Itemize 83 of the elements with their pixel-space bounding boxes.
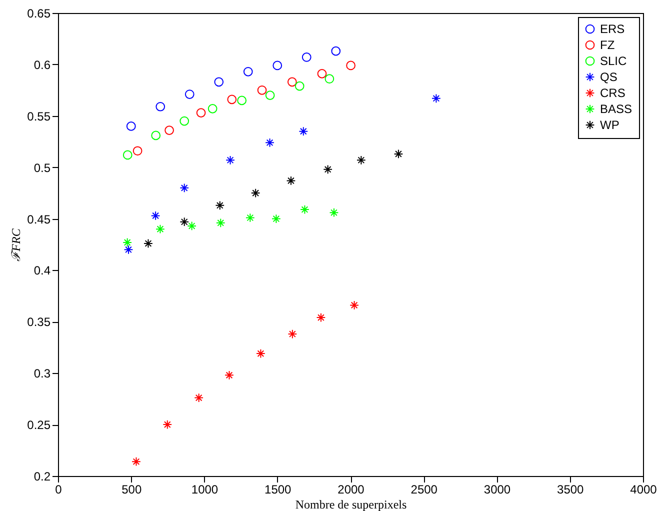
point <box>151 130 161 140</box>
point <box>156 224 165 234</box>
point <box>132 456 141 466</box>
point <box>162 420 172 430</box>
point <box>256 348 266 358</box>
y-tick-label: 0.2 <box>34 470 51 484</box>
point <box>194 393 204 402</box>
point <box>180 116 190 126</box>
point <box>346 60 356 70</box>
point <box>356 155 366 165</box>
point <box>432 94 441 104</box>
point <box>156 102 166 112</box>
point <box>317 69 327 78</box>
y-tick-label: 0.6 <box>34 58 51 72</box>
x-tick-label: 2500 <box>410 482 438 496</box>
legend-label: SLIC <box>600 54 628 68</box>
legend-label: QS <box>600 70 618 84</box>
point <box>180 183 190 193</box>
x-tick-label: 3500 <box>557 482 584 496</box>
point <box>132 146 142 156</box>
x-axis-title: Nombre de superpixels <box>295 498 407 511</box>
point <box>243 66 253 76</box>
legend-label: FZ <box>600 38 615 52</box>
point <box>126 122 136 131</box>
point <box>294 81 304 91</box>
point <box>300 204 310 214</box>
point <box>331 46 341 56</box>
point <box>237 96 247 106</box>
point <box>287 77 297 87</box>
x-tick-label: 4000 <box>630 482 658 496</box>
point <box>272 214 281 224</box>
point <box>250 188 260 198</box>
point <box>180 217 190 227</box>
x-tick-label: 500 <box>122 482 142 496</box>
point <box>124 244 134 254</box>
point <box>214 77 224 87</box>
x-tick-label: 0 <box>55 482 62 496</box>
y-tick-label: 0.45 <box>27 212 51 226</box>
x-tick-label: 2000 <box>338 482 365 496</box>
point <box>187 221 196 231</box>
point <box>286 176 296 186</box>
legend-label: CRS <box>600 86 626 100</box>
point <box>257 85 267 95</box>
x-tick-label: 1000 <box>191 482 218 496</box>
point <box>324 74 334 84</box>
y-axis-title: ℱFRC <box>9 228 24 262</box>
point <box>245 213 255 222</box>
x-tick-label: 3000 <box>484 482 511 496</box>
y-tick-label: 0.5 <box>34 160 51 175</box>
y-tick-label: 0.3 <box>34 366 51 381</box>
point <box>224 370 234 380</box>
point <box>288 329 298 339</box>
point <box>298 126 308 136</box>
y-tick-label: 0.25 <box>27 418 51 432</box>
point <box>302 52 312 62</box>
point <box>150 211 160 220</box>
point <box>144 238 153 248</box>
point <box>226 155 235 165</box>
point <box>350 300 359 310</box>
legend-label: BASS <box>600 102 632 116</box>
point <box>272 60 282 70</box>
point <box>316 312 326 322</box>
y-tick-label: 0.65 <box>27 6 51 20</box>
point <box>394 149 404 159</box>
y-tick-label: 0.4 <box>34 264 51 278</box>
legend-label: ERS <box>600 22 625 36</box>
x-tick-label: 1500 <box>264 482 292 496</box>
point <box>215 200 225 210</box>
point <box>164 126 174 135</box>
point <box>265 90 275 100</box>
point <box>323 164 333 174</box>
legend-label: WP <box>600 118 620 132</box>
point <box>265 138 274 148</box>
point <box>122 238 132 248</box>
point <box>184 90 194 99</box>
point <box>227 94 237 104</box>
point <box>329 208 339 218</box>
point <box>216 218 226 228</box>
point <box>208 104 218 114</box>
point <box>196 108 206 118</box>
y-tick-label: 0.55 <box>27 109 51 124</box>
y-tick-label: 0.35 <box>27 315 51 330</box>
point <box>122 150 132 160</box>
